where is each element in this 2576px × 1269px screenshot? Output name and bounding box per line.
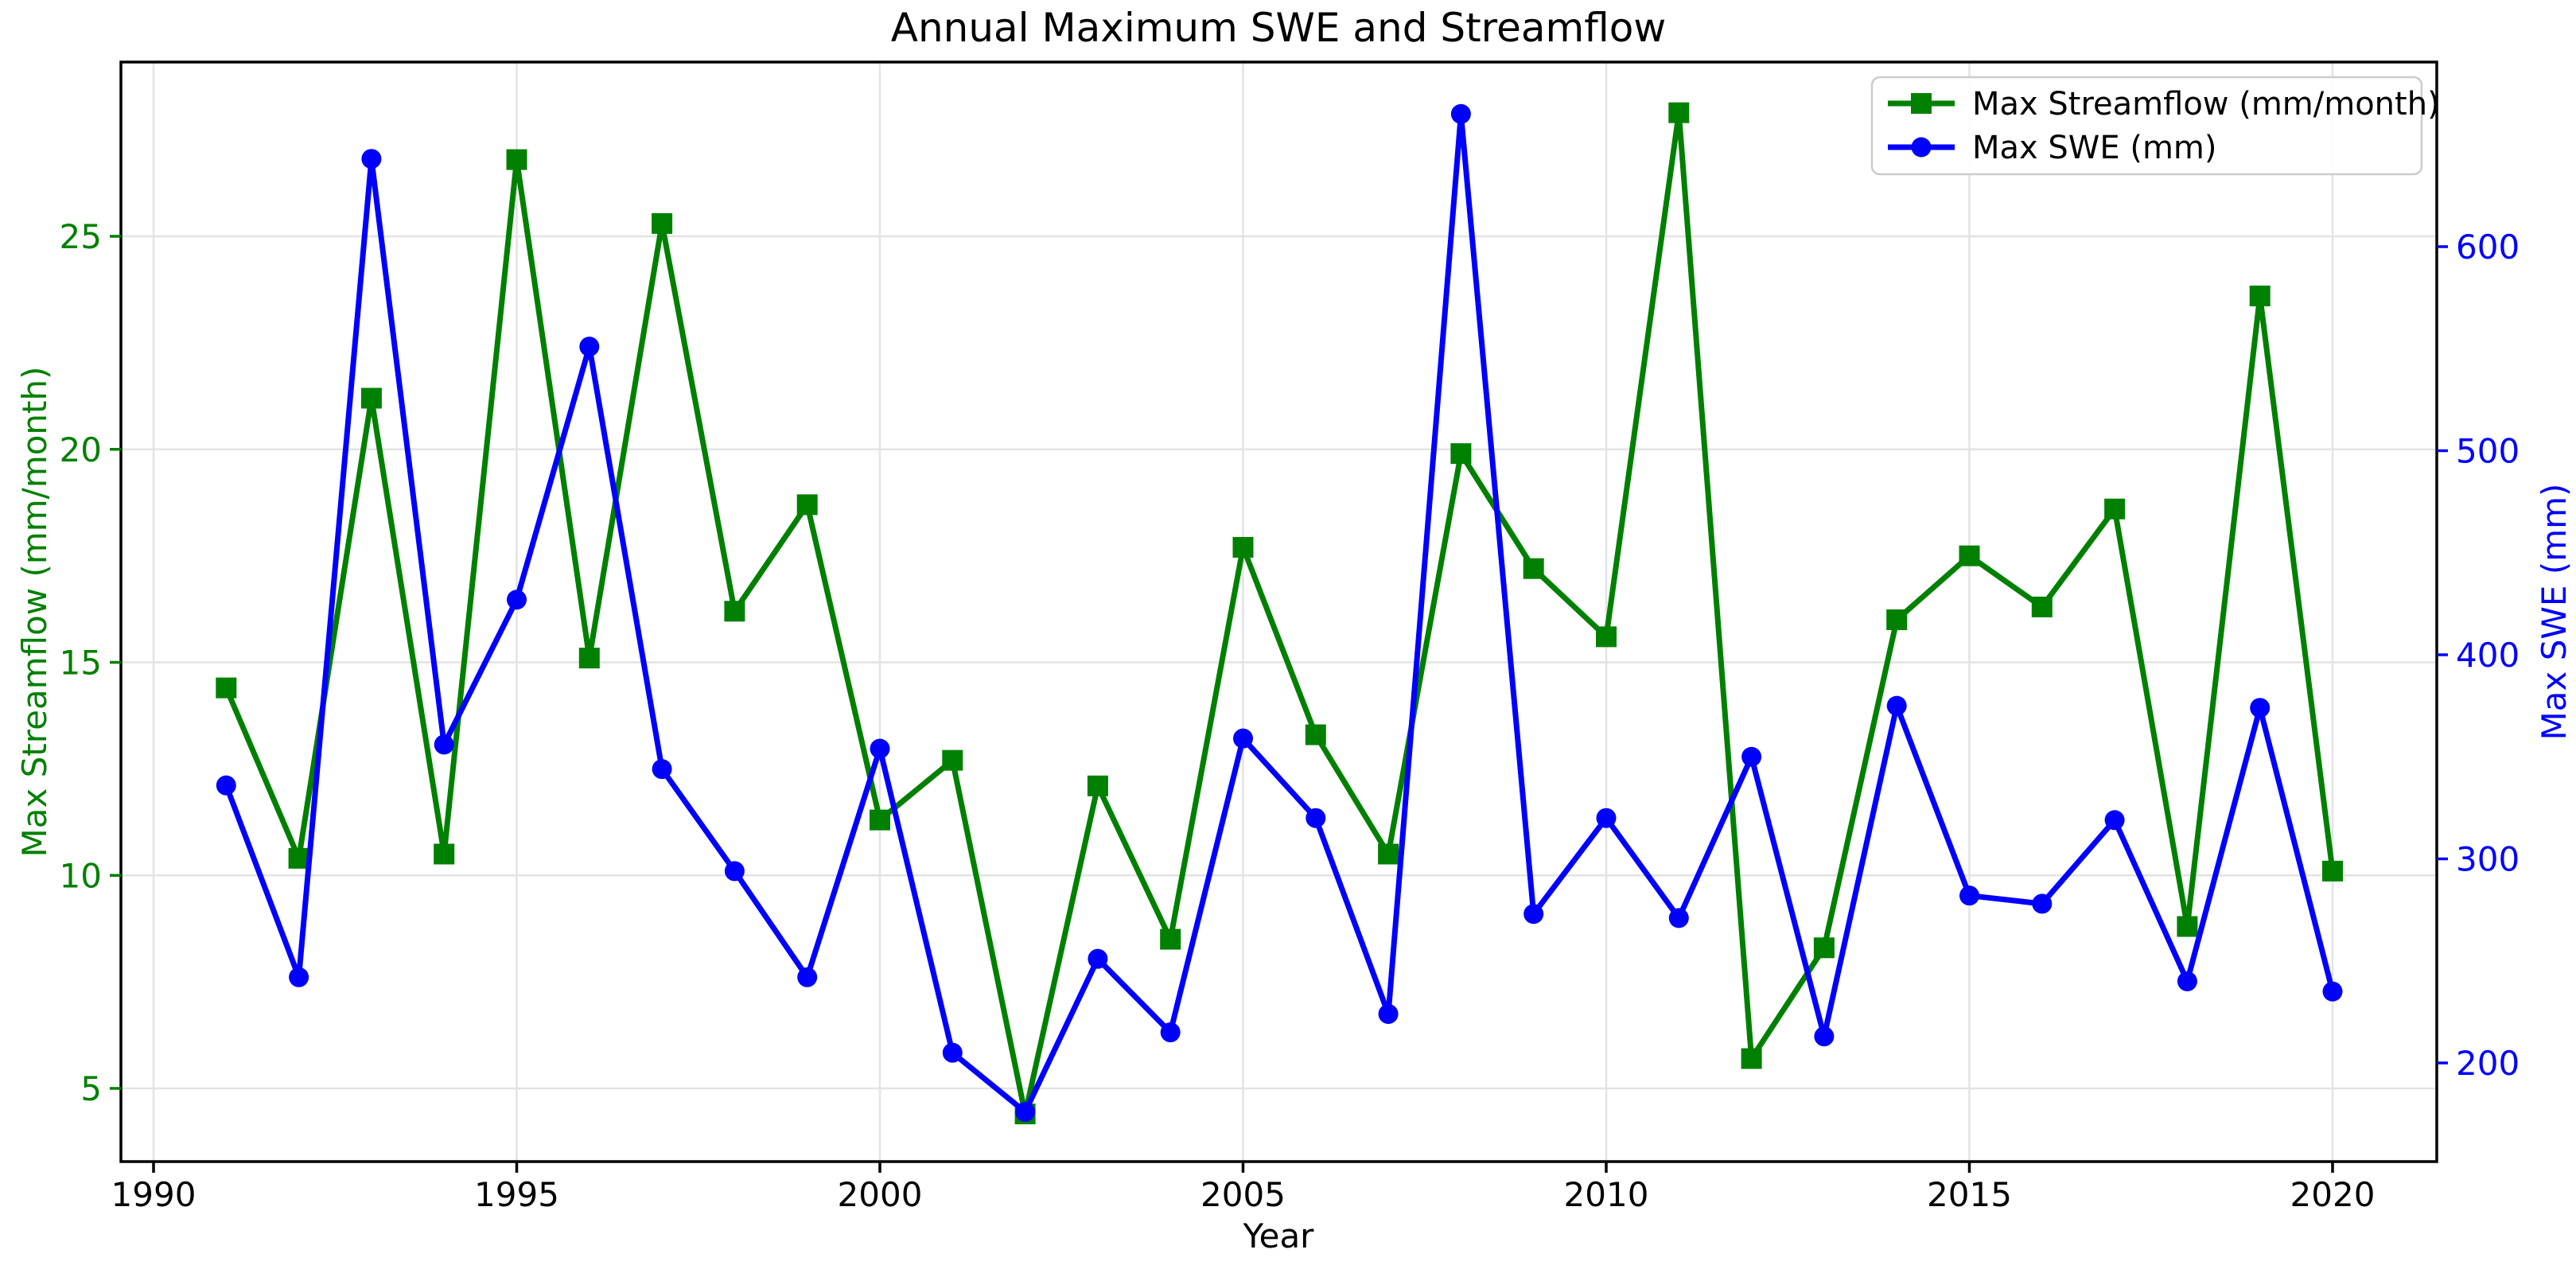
- series-layer: [216, 102, 2343, 1125]
- data-point-marker: [870, 809, 890, 831]
- data-point-marker: [1814, 1026, 1835, 1047]
- data-point-marker: [2104, 810, 2125, 831]
- data-point-marker: [434, 734, 454, 755]
- data-point-marker: [724, 601, 745, 622]
- x-tick-label: 2015: [1927, 1175, 2012, 1214]
- data-point-marker: [1886, 695, 1907, 716]
- data-point-marker: [360, 387, 382, 409]
- x-tick-label: 1995: [474, 1175, 559, 1214]
- left-y-tick-label: 10: [60, 856, 102, 895]
- chart-title: Annual Maximum SWE and Streamflow: [891, 5, 1666, 51]
- data-point-marker: [2177, 971, 2197, 991]
- data-point-marker: [1233, 728, 1253, 749]
- data-point-marker: [942, 1042, 963, 1063]
- data-point-marker: [1741, 746, 1762, 767]
- data-point-marker: [578, 648, 600, 669]
- data-point-marker: [506, 149, 527, 170]
- data-point-marker: [1232, 536, 1254, 558]
- legend-item-label: Max SWE (mm): [1972, 130, 2216, 166]
- legend-item: Max SWE (mm): [1888, 130, 2216, 166]
- left-y-axis-label: Max Streamflow (mm/month): [15, 366, 54, 857]
- data-point-marker: [2322, 981, 2343, 1002]
- data-point-marker: [1160, 1022, 1181, 1043]
- left-y-tick-label: 25: [60, 217, 102, 256]
- axes-layer: 1990 1995 2000 2005 2010 2015 2020 5 10 15 20 25 200…: [60, 60, 2520, 1214]
- data-point-marker: [2250, 698, 2271, 718]
- data-point-marker: [2249, 285, 2271, 306]
- right-y-tick-label: 400: [2456, 636, 2520, 675]
- data-point-marker: [652, 759, 672, 780]
- data-point-marker: [1523, 904, 1544, 925]
- data-point-marker: [1813, 937, 1835, 959]
- data-point-marker: [1378, 843, 1399, 865]
- data-point-marker: [1450, 443, 1472, 465]
- data-point-marker: [942, 749, 963, 771]
- series-line: [223, 111, 2336, 1115]
- data-point-marker: [797, 967, 818, 987]
- right-y-tick-label: 300: [2456, 840, 2520, 879]
- x-tick-label: 2005: [1200, 1175, 1286, 1214]
- x-axis-label: Year: [1243, 1216, 1315, 1255]
- data-point-marker: [289, 967, 309, 987]
- x-tick-label: 2010: [1564, 1175, 1649, 1214]
- data-point-marker: [652, 212, 673, 234]
- right-y-tick-label: 600: [2456, 228, 2520, 267]
- plot-border: [119, 60, 2438, 1163]
- right-y-tick-label: 200: [2456, 1044, 2520, 1083]
- left-y-tick-label: 5: [80, 1069, 102, 1108]
- data-point-marker: [1305, 724, 1326, 745]
- legend-item: Max Streamflow (mm/month): [1888, 86, 2440, 123]
- legend-item-label: Max Streamflow (mm/month): [1972, 86, 2440, 123]
- data-point-marker: [1088, 948, 1108, 969]
- data-point-marker: [1959, 886, 1979, 906]
- data-point-marker: [288, 847, 309, 869]
- data-point-marker: [2177, 916, 2198, 937]
- data-point-marker: [507, 590, 527, 610]
- data-point-marker: [870, 738, 890, 759]
- data-point-marker: [2104, 498, 2126, 520]
- data-point-marker: [1959, 545, 1980, 566]
- data-point-marker: [1378, 1003, 1399, 1024]
- legend-marker-circle: [1911, 137, 1932, 158]
- x-tick-label: 1990: [111, 1175, 197, 1214]
- data-point-marker: [2032, 893, 2053, 914]
- data-point-marker: [1741, 1048, 1762, 1069]
- right-y-tick-label: 500: [2456, 432, 2520, 471]
- data-point-marker: [724, 861, 745, 882]
- data-point-marker: [216, 775, 236, 796]
- data-point-marker: [1450, 103, 1471, 124]
- data-point-marker: [1306, 808, 1326, 828]
- data-point-marker: [1596, 626, 1617, 648]
- data-point-marker: [1668, 908, 1689, 928]
- left-y-tick-label: 20: [60, 430, 102, 469]
- data-point-marker: [216, 677, 237, 699]
- series-streamflow: [216, 102, 2343, 1125]
- left-y-tick-label: 15: [60, 644, 102, 683]
- data-point-marker: [796, 494, 818, 516]
- data-point-marker: [1160, 928, 1181, 950]
- series-swe: [216, 103, 2343, 1123]
- data-point-marker: [2322, 860, 2343, 882]
- right-y-axis-label: Max SWE (mm): [2535, 484, 2574, 741]
- data-point-marker: [361, 149, 382, 169]
- legend-box: [1870, 76, 2423, 176]
- data-point-marker: [1668, 102, 1690, 123]
- data-point-marker: [1596, 808, 1617, 828]
- data-point-marker: [1015, 1102, 1036, 1123]
- x-tick-label: 2000: [838, 1175, 923, 1214]
- legend-marker-square: [1911, 93, 1932, 114]
- data-point-marker: [1523, 558, 1544, 579]
- series-line: [223, 110, 2336, 1117]
- data-point-marker: [1087, 775, 1108, 796]
- data-point-marker: [2031, 596, 2053, 617]
- x-tick-label: 2020: [2290, 1175, 2376, 1214]
- data-point-marker: [1886, 609, 1908, 630]
- data-point-marker: [579, 337, 600, 357]
- data-point-marker: [434, 843, 455, 865]
- legend-layer: Max Streamflow (mm/month) Max SWE (mm): [1870, 76, 2440, 176]
